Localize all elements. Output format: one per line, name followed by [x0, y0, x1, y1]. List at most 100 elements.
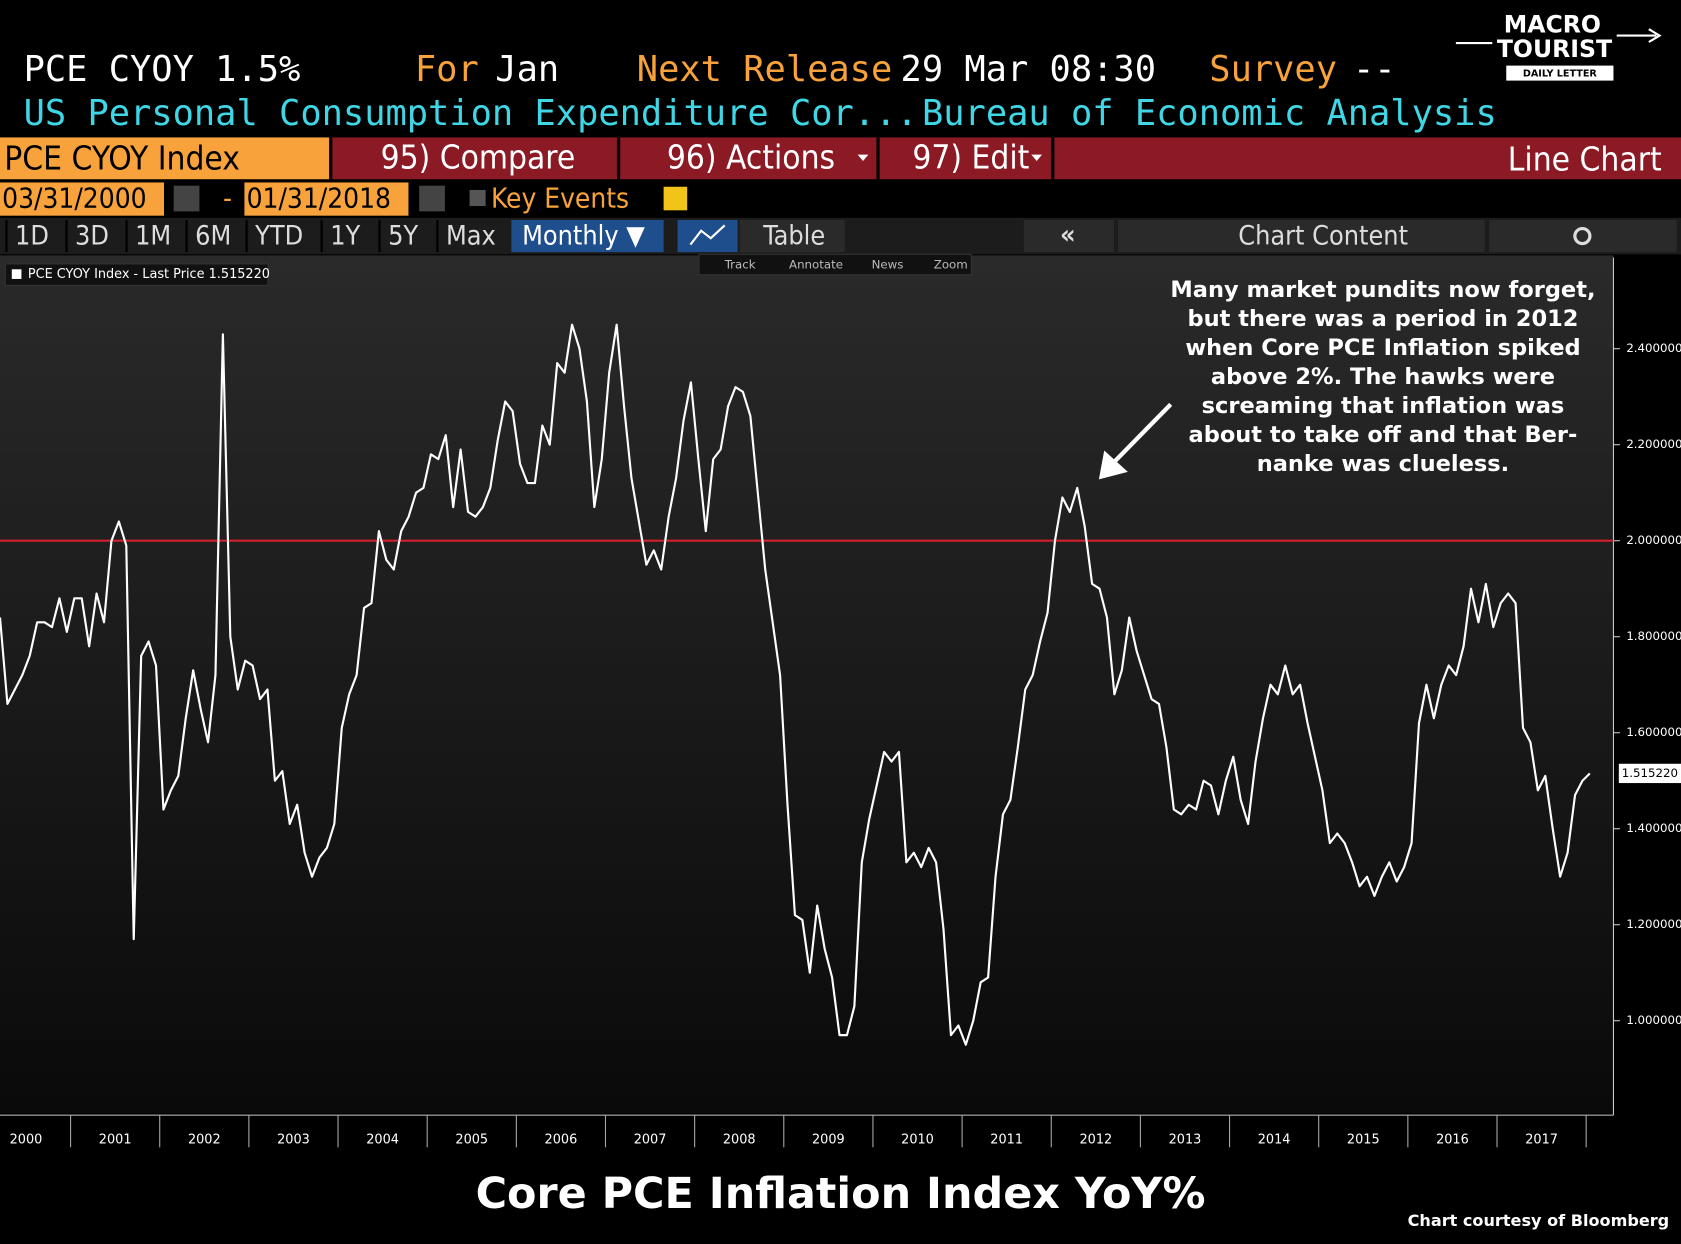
period-button[interactable]: 1Y — [330, 221, 360, 252]
tool-button[interactable]: Zoom — [934, 258, 968, 272]
plot-area — [0, 255, 1614, 1114]
x-tick-label: 2006 — [545, 1132, 578, 1147]
calendar-icon[interactable] — [173, 185, 200, 212]
header: PCE CYOY 1.5% For Jan Next Release 29 Ma… — [24, 49, 1497, 134]
for-label: For — [415, 49, 479, 90]
annotation-line: screaming that inflation was — [1202, 393, 1565, 419]
x-tick-label: 2005 — [455, 1132, 488, 1147]
annotation-line: but there was a period in 2012 — [1188, 306, 1579, 332]
date-box — [244, 182, 409, 216]
y-tick-label: 1.600000 — [1626, 725, 1681, 739]
for-value: Jan — [495, 49, 559, 90]
x-tick-label: 2007 — [634, 1132, 667, 1147]
end-date[interactable]: 01/31/2018 — [247, 182, 391, 215]
table-box — [739, 219, 845, 253]
legend-label: PCE CYOY Index - Last Price 1.515220 — [28, 267, 270, 282]
period-button[interactable]: Max — [446, 221, 496, 252]
table-button[interactable]: Table — [762, 221, 825, 252]
period-button[interactable]: 1M — [135, 221, 171, 252]
actions-button[interactable]: 96) Actions — [667, 137, 835, 176]
dropdown-arrow — [1031, 154, 1043, 162]
chart-tools: Track Annotate News Zoom — [698, 253, 972, 276]
logo-tagline: DAILY LETTER — [1523, 69, 1598, 80]
chart-content[interactable]: Chart Content — [1238, 221, 1408, 252]
x-tick-label: 2000 — [10, 1132, 43, 1147]
annotation-line: about to take off and that Ber- — [1189, 422, 1578, 448]
chart-content-box — [1118, 219, 1485, 253]
info-icon[interactable] — [663, 186, 688, 211]
y-tick-label: 2.200000 — [1626, 437, 1681, 451]
logo-tag-bg — [1506, 65, 1614, 81]
x-tick-label: 2016 — [1436, 1132, 1469, 1147]
dropdown-arrow — [857, 154, 869, 162]
x-tick-label: 2015 — [1347, 1132, 1380, 1147]
settings-box — [1489, 219, 1677, 253]
period-button[interactable]: 6M — [195, 221, 231, 252]
annotation: Many market pundits now forget, but there… — [1170, 277, 1595, 477]
y-tick-label: 2.000000 — [1626, 533, 1681, 547]
y-tick-label: 2.400000 — [1626, 341, 1681, 355]
y-tick-label: 1.400000 — [1626, 821, 1681, 835]
annotation-line: Many market pundits now forget, — [1170, 277, 1595, 303]
annotation-line: when Core PCE Inflation spiked — [1185, 335, 1580, 361]
period-button[interactable]: 5Y — [388, 221, 418, 252]
annotation-line: nanke was clueless. — [1257, 451, 1510, 477]
survey-value: -- — [1353, 49, 1396, 90]
x-tick-label: 2003 — [277, 1132, 310, 1147]
date-box — [0, 182, 165, 216]
compare-button[interactable]: 95) Compare — [381, 137, 576, 176]
next-release-value: 29 Mar 08:30 — [901, 49, 1156, 90]
start-date[interactable]: 03/31/2000 — [2, 182, 146, 215]
frequency[interactable]: Monthly ▼ — [522, 221, 645, 252]
x-tick-label: 2011 — [990, 1132, 1023, 1147]
survey-label: Survey — [1209, 49, 1337, 90]
tool-button[interactable]: Annotate — [789, 258, 843, 272]
tools-bg — [698, 253, 972, 276]
edit-button[interactable]: 97) Edit — [912, 137, 1029, 176]
x-tick-label: 2010 — [901, 1132, 934, 1147]
collapse-box — [1023, 219, 1114, 253]
date-separator: - — [223, 182, 232, 215]
y-tick-label: 1.000000 — [1626, 1013, 1681, 1027]
checkbox[interactable] — [469, 189, 486, 207]
tool-button[interactable]: News — [872, 258, 904, 272]
period-button[interactable]: YTD — [254, 221, 303, 252]
x-tick-label: 2004 — [366, 1132, 399, 1147]
toolbar: PCE CYOY Index 95) Compare 96) Actions 9… — [0, 137, 1681, 180]
period-bar: 1D 3D 1M 6M YTD 1Y 5Y Max Monthly ▼ Table « Cha… — [0, 217, 1681, 255]
logo-arrow-head — [1648, 28, 1662, 43]
last-value-label: 1.515220 — [1622, 766, 1678, 780]
x-tick-label: 2012 — [1079, 1132, 1112, 1147]
logo-line2: TOURIST — [1497, 35, 1612, 63]
collapse-icon[interactable]: « — [1060, 220, 1076, 251]
logo-line1: MACRO — [1504, 10, 1601, 38]
legend-swatch — [11, 269, 22, 279]
date-range: 03/31/2000 - 01/31/2018 Key Events — [0, 182, 688, 216]
x-tick-label: 2017 — [1525, 1132, 1558, 1147]
chart: 1.000000 1.200000 1.400000 1.600000 1.800000… — [0, 257, 1681, 1148]
next-release-label: Next Release — [637, 49, 892, 90]
x-tick-label: 2014 — [1258, 1132, 1291, 1147]
chart-type[interactable]: Line Chart — [1508, 140, 1662, 179]
calendar-icon[interactable] — [419, 185, 445, 212]
security-box — [0, 137, 330, 180]
toolbar-bar — [332, 137, 1681, 180]
x-tick-label: 2002 — [188, 1132, 221, 1147]
period-button[interactable]: 3D — [75, 221, 109, 252]
ticker: PCE CYOY 1.5% — [24, 49, 301, 90]
logo: MACRO TOURIST DAILY LETTER — [1455, 10, 1662, 81]
x-tick-label: 2008 — [723, 1132, 756, 1147]
x-tick-label: 2001 — [99, 1132, 132, 1147]
key-events[interactable]: Key Events — [491, 182, 629, 215]
settings-icon[interactable] — [1573, 226, 1592, 246]
periods: 1D 3D 1M 6M YTD 1Y 5Y Max — [5, 219, 496, 253]
security[interactable]: PCE CYOY Index — [4, 138, 240, 177]
annotation-arrow — [1111, 402, 1173, 465]
series-line — [0, 323, 1591, 1046]
annotation-line: above 2%. The hawks were — [1211, 364, 1555, 390]
period-button[interactable]: 1D — [15, 221, 49, 252]
chart-title: Core PCE Inflation Index YoY% — [476, 1169, 1206, 1219]
tool-button[interactable]: Track — [724, 258, 756, 272]
